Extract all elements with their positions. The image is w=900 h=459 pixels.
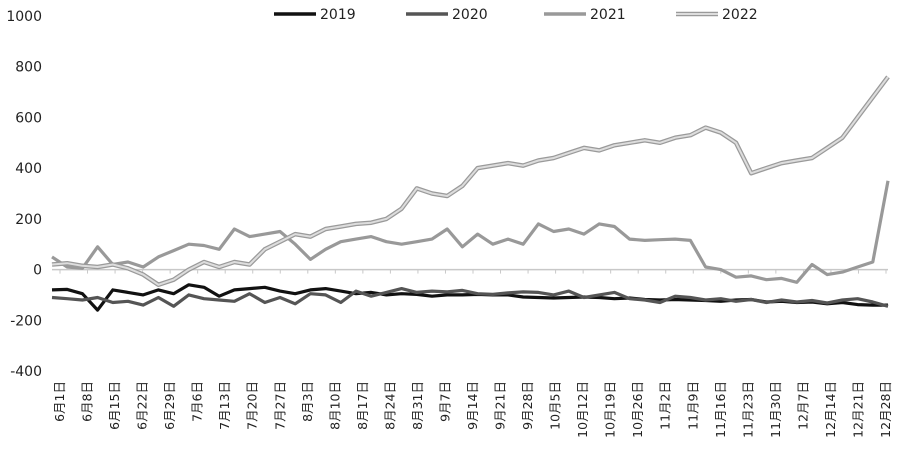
- y-tick-label: 0: [33, 263, 42, 279]
- x-tick-label: 7月13日: [217, 381, 232, 430]
- x-tick-label: 9月7日: [437, 381, 452, 422]
- x-tick-label: 10月5日: [548, 381, 563, 430]
- x-tick-label: 8月31日: [410, 381, 425, 430]
- x-tick-label: 12月21日: [850, 381, 865, 438]
- x-tick-label: 11月2日: [658, 381, 673, 430]
- x-tick-label: 7月27日: [272, 381, 287, 430]
- y-tick-label: -200: [10, 313, 42, 329]
- x-tick-label: 8月17日: [355, 381, 370, 430]
- y-tick-label: 600: [15, 110, 42, 126]
- x-tick-label: 12月14日: [823, 381, 838, 438]
- x-tick-label: 11月23日: [740, 381, 755, 438]
- x-tick-label: 11月30日: [768, 381, 783, 438]
- y-tick-label: 400: [15, 161, 42, 177]
- y-tick-label: 200: [15, 212, 42, 228]
- x-tick-label: 8月10日: [327, 381, 342, 430]
- x-tick-label: 8月3日: [300, 381, 315, 422]
- x-tick-label: 6月22日: [135, 381, 150, 430]
- legend-label-2020: 2020: [452, 7, 488, 23]
- x-tick-label: 10月19日: [603, 381, 618, 438]
- x-tick-label: 8月24日: [382, 381, 397, 430]
- y-tick-label: 800: [15, 60, 42, 76]
- x-tick-label: 6月1日: [52, 381, 67, 422]
- legend-label-2022: 2022: [722, 7, 758, 23]
- y-tick-label: 1000: [6, 9, 42, 25]
- y-tick-label: -400: [10, 364, 42, 380]
- x-tick-label: 9月14日: [465, 381, 480, 430]
- x-tick-label: 6月29日: [162, 381, 177, 430]
- series-line-2022: [51, 76, 889, 286]
- x-tick-label: 11月9日: [685, 381, 700, 430]
- x-tick-label: 6月15日: [107, 381, 122, 430]
- y-axis: -400 -200 0 200 400 600 800 1000: [6, 9, 42, 380]
- x-tick-label: 12月28日: [878, 381, 893, 438]
- x-tick-label: 10月12日: [575, 381, 590, 438]
- legend-label-2019: 2019: [320, 7, 356, 23]
- series-layer: [51, 75, 890, 312]
- series-line-2021: [51, 180, 890, 284]
- x-tick-label: 7月20日: [245, 381, 260, 430]
- x-tick-label: 9月28日: [520, 381, 535, 430]
- legend: 2019 2020 2021 2022: [274, 7, 758, 23]
- x-tick-label: 12月7日: [795, 381, 810, 430]
- x-tick-label: 7月6日: [190, 381, 205, 422]
- legend-label-2021: 2021: [590, 7, 626, 23]
- x-axis: 6月1日 6月8日 6月15日 6月22日 6月29日 7月6日 7月13日 7月20日 7月2…: [52, 269, 893, 438]
- x-tick-label: 11月16日: [713, 381, 728, 438]
- series-line-2020: [51, 287, 889, 308]
- x-tick-label: 6月8日: [80, 381, 95, 422]
- x-tick-label: 9月21日: [493, 381, 508, 430]
- series-line-2019: [51, 283, 888, 312]
- x-tick-label: 10月26日: [630, 381, 645, 438]
- series-line-outline-2022: [51, 75, 890, 288]
